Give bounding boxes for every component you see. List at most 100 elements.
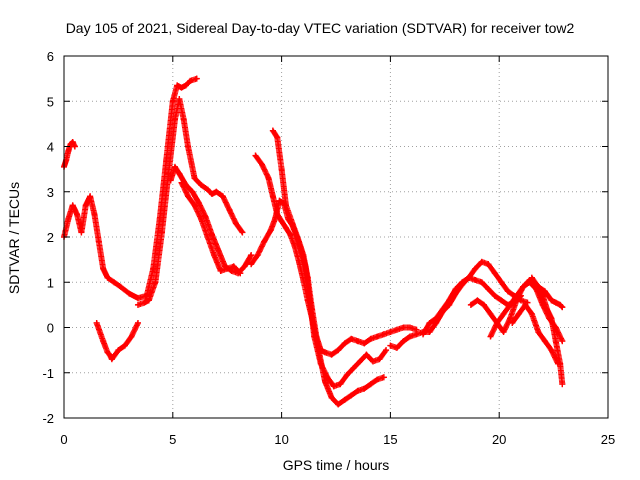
series-arc-e — [167, 163, 255, 277]
y-tick-label: 0 — [47, 321, 54, 336]
data-point — [452, 286, 459, 293]
data-point — [559, 304, 566, 311]
data-point — [230, 263, 237, 270]
data-point — [544, 306, 551, 313]
chart-title: Day 105 of 2021, Sidereal Day-to-day VTE… — [66, 20, 575, 36]
data-point — [174, 82, 181, 89]
data-point — [121, 342, 128, 349]
data-point — [152, 279, 159, 286]
y-tick-label: 3 — [47, 185, 54, 200]
data-point — [289, 220, 296, 227]
data-point — [552, 299, 559, 306]
data-point — [309, 306, 316, 313]
data-point — [208, 231, 215, 238]
x-tick-label: 20 — [492, 432, 506, 447]
data-point — [104, 274, 111, 281]
data-point — [343, 372, 350, 379]
data-point — [328, 351, 335, 358]
data-point — [350, 365, 357, 372]
data-point — [465, 274, 472, 281]
data-point — [509, 319, 516, 326]
data-point — [193, 75, 200, 82]
data-point — [261, 238, 268, 245]
data-point — [393, 326, 400, 333]
data-point — [176, 95, 183, 102]
data-point — [158, 229, 165, 236]
data-point — [380, 374, 387, 381]
grid-lines — [64, 56, 608, 418]
data-point — [539, 292, 546, 299]
data-point — [219, 193, 226, 200]
data-point — [198, 181, 205, 188]
series-arc-f — [178, 179, 244, 277]
axis-ticks: 0 5 10 15 20 25 -2 -1 0 1 2 3 4 5 6 — [42, 49, 615, 447]
data-point — [189, 188, 196, 195]
data-point — [165, 170, 172, 177]
data-point — [111, 279, 118, 286]
data-point — [252, 152, 259, 159]
data-point — [226, 206, 233, 213]
y-tick-label: 6 — [47, 49, 54, 64]
data-point — [274, 134, 281, 141]
data-point — [106, 351, 113, 358]
data-point — [65, 148, 72, 155]
data-point — [296, 238, 303, 245]
data-point — [507, 315, 514, 322]
data-point — [282, 202, 289, 209]
data-point — [472, 265, 479, 272]
data-point — [313, 333, 320, 340]
data-point — [134, 295, 141, 302]
data-point — [337, 381, 344, 388]
data-point — [93, 319, 100, 326]
data-point — [191, 175, 198, 182]
data-point — [528, 310, 535, 317]
data-point — [480, 301, 487, 308]
data-point — [95, 238, 102, 245]
data-point — [278, 218, 285, 225]
data-point — [548, 315, 555, 322]
data-point — [296, 258, 303, 265]
y-tick-label: 4 — [47, 140, 54, 155]
data-point — [494, 319, 501, 326]
data-point — [259, 161, 266, 168]
data-point — [380, 331, 387, 338]
data-point — [224, 265, 231, 272]
x-axis-label: GPS time / hours — [283, 457, 390, 473]
data-point — [237, 270, 244, 277]
data-point — [248, 261, 255, 268]
data-point — [304, 274, 311, 281]
data-point — [504, 288, 511, 295]
data-point — [134, 301, 141, 308]
data-point — [269, 193, 276, 200]
data-point — [439, 306, 446, 313]
series-arc-h — [252, 152, 387, 408]
data-point — [541, 288, 548, 295]
data-point — [265, 175, 272, 182]
data-point — [128, 333, 135, 340]
data-point — [491, 270, 498, 277]
data-point — [467, 301, 474, 308]
data-point — [328, 394, 335, 401]
data-point — [187, 77, 194, 84]
data-point — [215, 247, 222, 254]
data-point — [487, 310, 494, 317]
y-tick-label: 5 — [47, 94, 54, 109]
y-tick-label: 1 — [47, 275, 54, 290]
data-point — [276, 197, 283, 204]
data-point — [87, 193, 94, 200]
data-point — [71, 143, 78, 150]
data-point — [348, 335, 355, 342]
data-point — [446, 297, 453, 304]
data-point — [393, 344, 400, 351]
data-point — [485, 261, 492, 268]
data-point — [217, 267, 224, 274]
data-point — [322, 349, 329, 356]
data-point — [528, 274, 535, 281]
data-point — [141, 299, 148, 306]
data-point — [513, 292, 520, 299]
data-point — [541, 338, 548, 345]
data-point — [248, 252, 255, 259]
data-point — [459, 279, 466, 286]
data-point — [117, 283, 124, 290]
data-point — [254, 252, 261, 259]
